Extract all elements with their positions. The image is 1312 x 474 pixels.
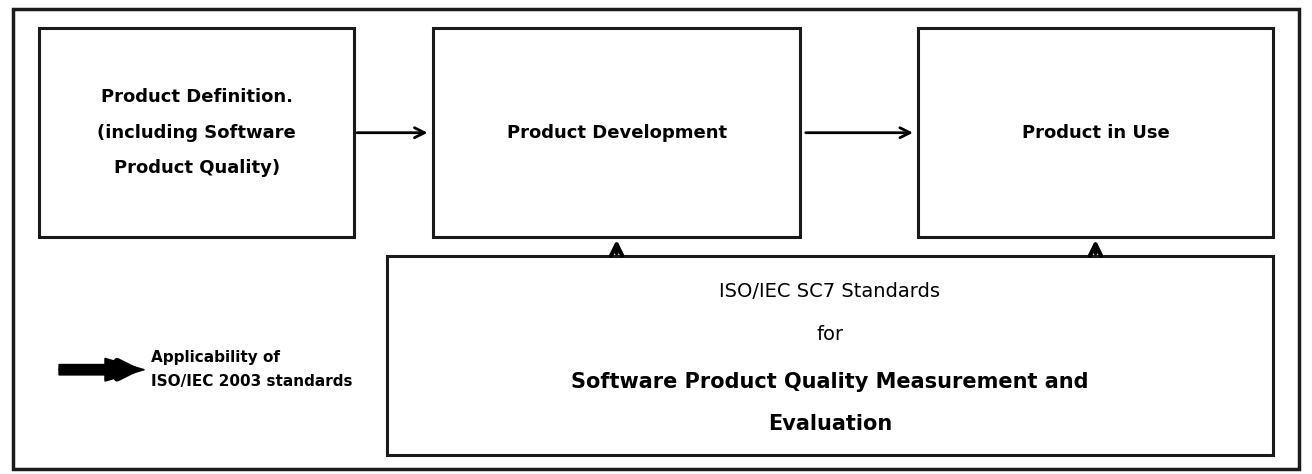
Text: ISO/IEC SC7 Standards: ISO/IEC SC7 Standards <box>719 282 941 301</box>
Text: (including Software: (including Software <box>97 124 297 142</box>
Text: Applicability of: Applicability of <box>151 350 279 365</box>
Text: for: for <box>816 325 844 344</box>
Bar <box>39 28 354 237</box>
Bar <box>387 256 1273 455</box>
Bar <box>918 28 1273 237</box>
Bar <box>433 28 800 237</box>
Text: Evaluation: Evaluation <box>768 414 892 434</box>
Text: Product Development: Product Development <box>506 124 727 142</box>
Text: ISO/IEC 2003 standards: ISO/IEC 2003 standards <box>151 374 353 389</box>
Text: Product Quality): Product Quality) <box>114 159 279 177</box>
Text: Product Definition.: Product Definition. <box>101 88 293 106</box>
Polygon shape <box>59 358 144 381</box>
Text: Product in Use: Product in Use <box>1022 124 1169 142</box>
Text: Software Product Quality Measurement and: Software Product Quality Measurement and <box>571 372 1089 392</box>
